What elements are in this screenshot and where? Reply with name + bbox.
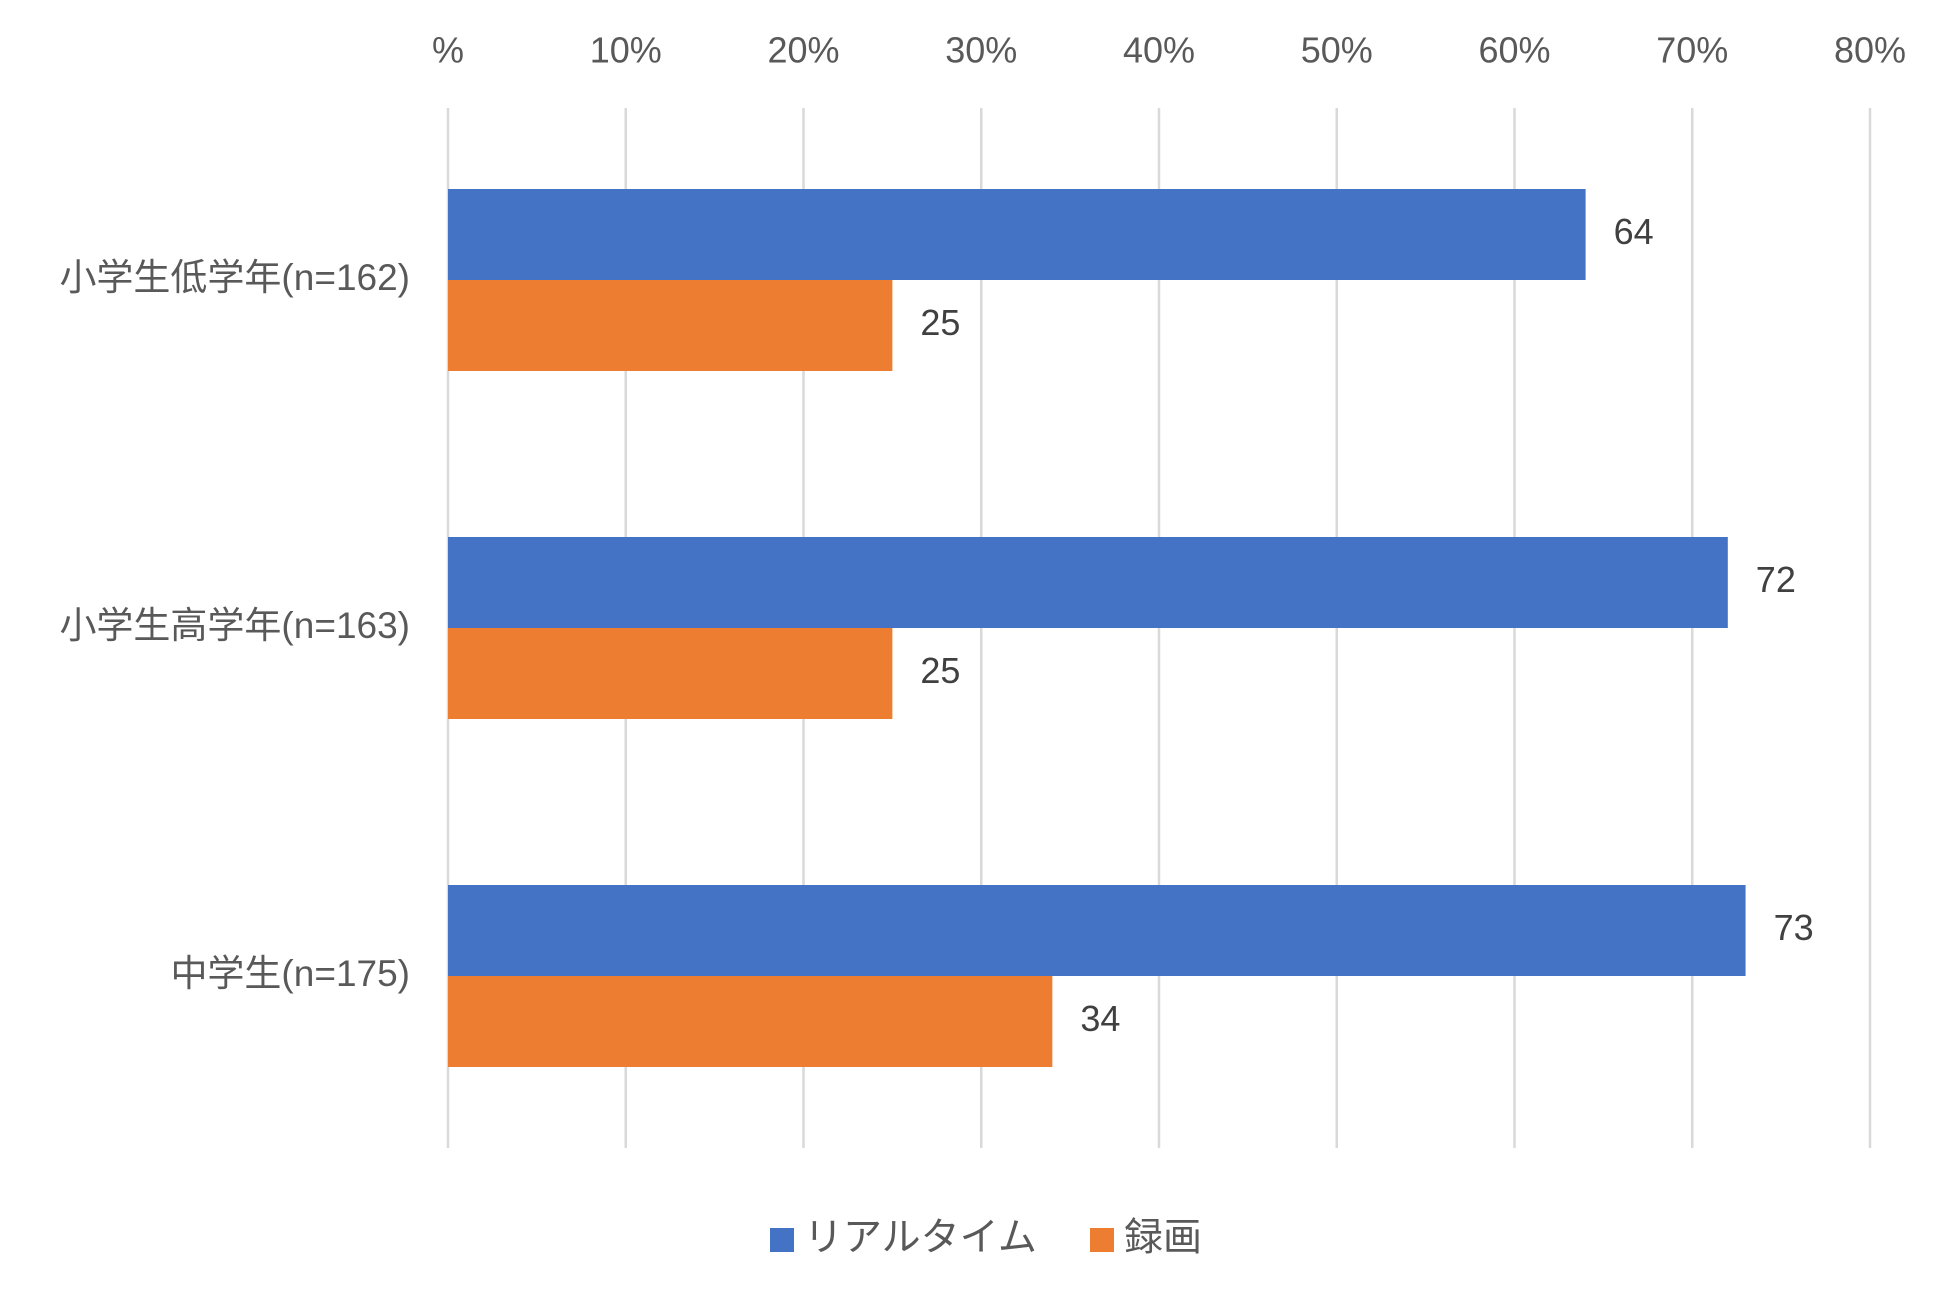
x-tick-label: 70% [1656,30,1728,71]
x-tick-label: 80% [1834,30,1906,71]
data-labels: 64 25 72 25 73 34 [920,211,1813,1039]
bar-realtime [448,885,1746,976]
category-label: 中学生(n=175) [170,953,410,994]
data-label: 25 [920,302,960,343]
data-label: 34 [1080,998,1120,1039]
x-tick-label: 40% [1123,30,1195,71]
data-label: 73 [1774,907,1814,948]
bar-recorded [448,280,893,371]
x-tick-label: % [432,30,464,71]
x-tick-label: 50% [1301,30,1373,71]
category-label: 小学生低学年(n=162) [59,257,410,298]
x-axis-ticks: % 10% 20% 30% 40% 50% 60% 70% 80% [432,30,1906,71]
bars [448,189,1746,1067]
data-label: 72 [1756,559,1796,600]
data-label: 64 [1614,211,1654,252]
bar-realtime [448,537,1728,628]
legend-swatch [770,1228,794,1252]
category-labels: 小学生低学年(n=162) 小学生高学年(n=163) 中学生(n=175) [59,257,410,994]
legend-label: 録画 [1124,1216,1202,1259]
legend-swatch [1090,1228,1114,1252]
category-label: 小学生高学年(n=163) [59,605,410,646]
legend-label: リアルタイム [804,1216,1037,1259]
bar-recorded [448,976,1053,1067]
x-tick-label: 30% [945,30,1017,71]
legend: リアルタイム 録画 [770,1216,1202,1259]
x-tick-label: 20% [767,30,839,71]
x-tick-label: 60% [1478,30,1550,71]
x-tick-label: 10% [590,30,662,71]
bar-recorded [448,628,893,719]
data-label: 25 [920,650,960,691]
bar-realtime [448,189,1586,280]
